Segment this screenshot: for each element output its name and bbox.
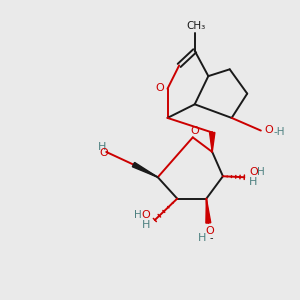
Polygon shape bbox=[206, 199, 211, 223]
Text: O: O bbox=[190, 126, 199, 136]
Text: -H: -H bbox=[274, 128, 285, 137]
Text: H: H bbox=[134, 210, 142, 220]
Polygon shape bbox=[209, 133, 215, 152]
Text: H: H bbox=[198, 233, 207, 244]
Text: H: H bbox=[98, 142, 106, 152]
Text: O: O bbox=[265, 124, 274, 135]
Text: O: O bbox=[249, 167, 258, 177]
Text: H: H bbox=[249, 177, 257, 187]
Text: -: - bbox=[209, 233, 213, 244]
Text: H: H bbox=[142, 220, 150, 230]
Text: O: O bbox=[99, 148, 108, 158]
Polygon shape bbox=[132, 162, 158, 177]
Text: O: O bbox=[205, 226, 214, 236]
Text: H: H bbox=[257, 167, 265, 177]
Text: O: O bbox=[155, 83, 164, 93]
Text: O: O bbox=[141, 210, 150, 220]
Text: CH₃: CH₃ bbox=[186, 21, 205, 31]
